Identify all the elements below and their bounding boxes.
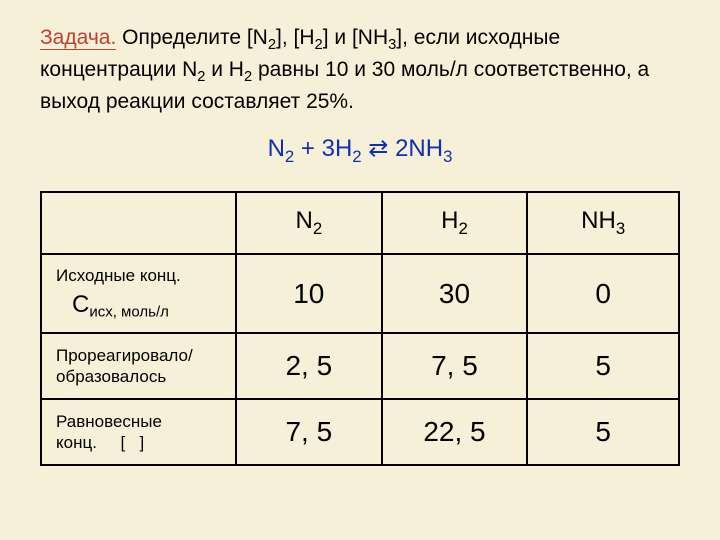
concentration-table: N2 H2 NH3 Исходные конц. Сисх, моль/л 10… (40, 191, 680, 466)
table-row: Прореагировало/ образовалось 2, 5 7, 5 5 (41, 333, 679, 399)
subscript: 3 (443, 147, 452, 166)
subscript: 2 (315, 37, 323, 53)
col-header-nh3: NH3 (527, 192, 679, 254)
subscript: 2 (352, 147, 361, 166)
cell-value: 5 (527, 333, 679, 399)
problem-statement: Задача. Определите [N2], [H2] и [NH3], е… (40, 24, 680, 116)
eq-seg: 2NH (395, 135, 443, 162)
table-header-row: N2 H2 NH3 (41, 192, 679, 254)
eq-arrow: ⇄ (362, 135, 395, 162)
row-label-initial: Исходные конц. Сисх, моль/л (41, 254, 236, 333)
corner-cell (41, 192, 236, 254)
table-row: Исходные конц. Сисх, моль/л 10 30 0 (41, 254, 679, 333)
text-seg: ], [H (276, 26, 315, 49)
row-label-equilibrium: Равновесные конц. [ ] (41, 399, 236, 465)
subscript: 2 (268, 37, 276, 53)
label-sub: исх, моль/л (89, 304, 169, 321)
label-line: Прореагировало/ (56, 345, 221, 366)
label-line: Сисх, моль/л (56, 290, 221, 322)
label-big: С (72, 291, 89, 318)
task-label: Задача. (40, 26, 116, 50)
col-base: NH (581, 207, 616, 234)
slide-container: Задача. Определите [N2], [H2] и [NH3], е… (0, 0, 720, 490)
eq-seg: N (268, 135, 285, 162)
col-sub: 3 (616, 219, 625, 238)
subscript: 2 (285, 147, 294, 166)
row-label-reacted: Прореагировало/ образовалось (41, 333, 236, 399)
label-line: Равновесные (56, 411, 221, 432)
col-header-h2: H2 (382, 192, 528, 254)
cell-value: 0 (527, 254, 679, 333)
cell-value: 30 (382, 254, 528, 333)
text-seg: и H (205, 58, 244, 81)
subscript: 2 (244, 69, 252, 85)
cell-value: 10 (236, 254, 382, 333)
col-header-n2: N2 (236, 192, 382, 254)
cell-value: 7, 5 (382, 333, 528, 399)
cell-value: 5 (527, 399, 679, 465)
col-base: N (295, 207, 312, 234)
text-seg: Определите [N (116, 26, 268, 49)
col-base: H (441, 207, 458, 234)
table-row: Равновесные конц. [ ] 7, 5 22, 5 5 (41, 399, 679, 465)
reaction-equation: N2 + 3H2 ⇄ 2NH3 (40, 134, 680, 167)
cell-value: 7, 5 (236, 399, 382, 465)
label-line: Исходные конц. (56, 265, 221, 286)
text-seg: ] и [NH (323, 26, 388, 49)
col-sub: 2 (313, 219, 322, 238)
label-line: образовалось (56, 366, 221, 387)
eq-seg: + 3H (294, 135, 352, 162)
col-sub: 2 (458, 219, 467, 238)
cell-value: 2, 5 (236, 333, 382, 399)
label-line: конц. [ ] (56, 432, 221, 453)
cell-value: 22, 5 (382, 399, 528, 465)
